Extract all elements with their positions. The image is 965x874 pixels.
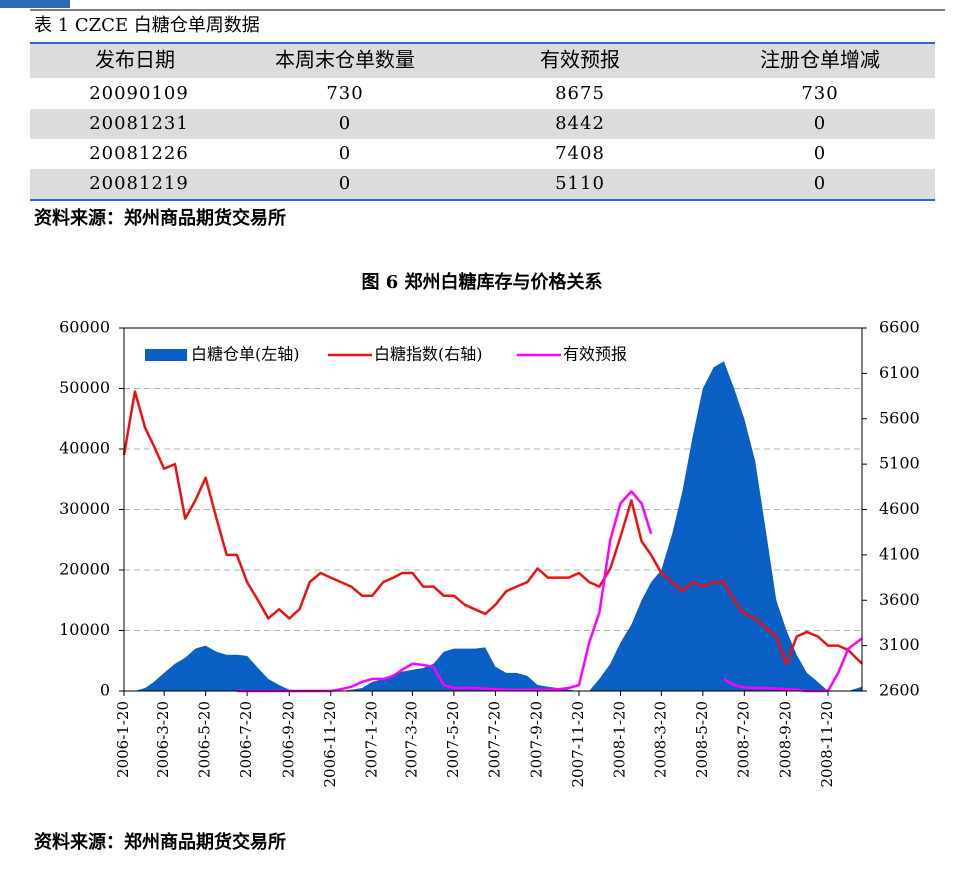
y-tick-label: 60000 [59, 318, 110, 337]
x-tick-label: 2006-7-20 [237, 701, 255, 778]
y2-tick-label: 6600 [879, 318, 920, 337]
legend-label: 白糖仓单(左轴) [191, 345, 300, 364]
x-tick-label: 2008-11-20 [818, 701, 836, 787]
chart-title: 图 6 郑州白糖库存与价格关系 [361, 271, 602, 293]
x-tick-label: 2007-5-20 [444, 701, 462, 778]
y2-tick-label: 3600 [879, 590, 920, 609]
table-cell: 20081231 [89, 113, 189, 134]
row-shade [30, 109, 935, 139]
x-tick-label: 2006-1-20 [114, 701, 132, 778]
header-cell: 注册仓单增减 [760, 48, 880, 72]
y2-tick-label: 2600 [879, 681, 920, 700]
plot-frame [123, 327, 863, 692]
x-tick-label: 2007-1-20 [362, 701, 380, 778]
x-tick-label: 2006-9-20 [279, 701, 297, 778]
area-series [124, 361, 862, 691]
y-tick-label: 0 [100, 681, 110, 700]
legend-label: 白糖指数(右轴) [374, 345, 483, 364]
legend-label: 有效预报 [563, 345, 627, 364]
x-tick-label: 2007-3-20 [402, 701, 420, 778]
table-cell: 0 [339, 113, 351, 134]
x-tick-label: 2007-9-20 [528, 701, 546, 778]
x-tick-label: 2006-3-20 [154, 701, 172, 778]
row-shade [30, 169, 935, 199]
y-tick-label: 30000 [59, 499, 110, 518]
source: 资料来源：郑州商品期货交易所 [34, 831, 286, 853]
header-cell: 本周末仓单数量 [275, 48, 415, 72]
x-tick-label: 2008-1-20 [611, 701, 629, 778]
table-cell: 0 [814, 143, 826, 164]
table-cell: 7408 [555, 143, 605, 164]
header-cell: 发布日期 [95, 48, 175, 72]
table-cell: 8442 [555, 113, 605, 134]
x-tick-label: 2006-11-20 [321, 701, 339, 787]
y-tick-label: 50000 [59, 378, 110, 397]
table-cell: 20081219 [89, 173, 189, 194]
table-cell: 0 [339, 143, 351, 164]
x-tick-label: 2007-7-20 [485, 701, 503, 778]
table-cell: 0 [814, 113, 826, 134]
source: 资料来源：郑州商品期货交易所 [34, 207, 286, 229]
y-tick-label: 20000 [59, 560, 110, 579]
header-cell: 有效预报 [540, 48, 620, 72]
table-cell: 0 [339, 173, 351, 194]
table-cell: 730 [801, 83, 838, 104]
chart: 0 10000 20000 30000 40000 50000 60000 2600 3100 3… [59, 318, 920, 788]
y2-tick-label: 4100 [879, 544, 920, 563]
y-tick-label: 10000 [59, 620, 110, 639]
table-cell: 20090109 [89, 83, 189, 104]
x-tick-label: 2007-11-20 [569, 701, 587, 787]
y2-tick-label: 3100 [879, 635, 920, 654]
logo [0, 0, 70, 8]
y2-tick-label: 4600 [879, 499, 920, 518]
x-tick-label: 2008-3-20 [651, 701, 669, 778]
x-tick-label: 2008-5-20 [693, 701, 711, 778]
line-series [122, 390, 863, 666]
x-tick-label: 2008-9-20 [776, 701, 794, 778]
table-title: 表 1 CZCE 白糖仓单周数据 [34, 15, 260, 36]
legend-swatch [145, 349, 187, 361]
y2-tick-label: 5100 [879, 454, 920, 473]
table-cell: 8675 [555, 83, 605, 104]
y-tick-label: 40000 [59, 439, 110, 458]
y2-tick-label: 6100 [879, 363, 920, 382]
table-cell: 20081226 [89, 143, 189, 164]
table-cell: 730 [326, 83, 363, 104]
table-cell: 0 [814, 173, 826, 194]
x-tick-label: 2006-5-20 [196, 701, 214, 778]
table: 发布日期 本周末仓单数量 有效预报 注册仓单增减 20090109 730 8675 730 2… [30, 42, 935, 201]
y2-tick-label: 5600 [879, 408, 920, 427]
row-shade [30, 44, 935, 78]
table-cell: 5110 [555, 173, 605, 194]
x-tick-label: 2008-7-20 [734, 701, 752, 778]
